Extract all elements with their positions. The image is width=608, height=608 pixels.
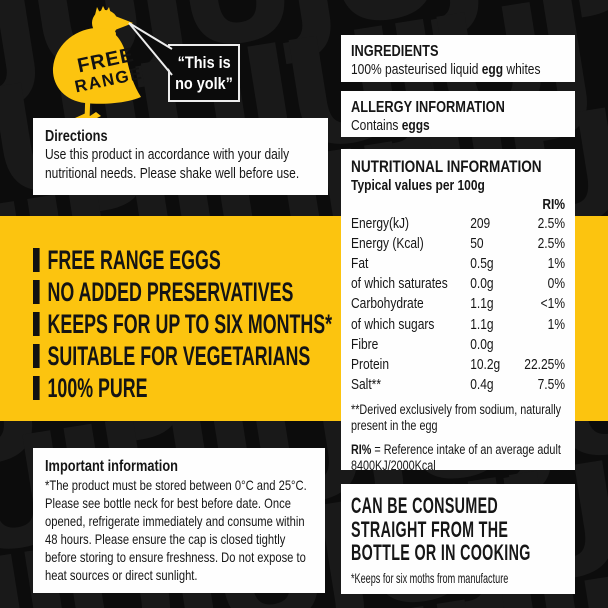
nutrition-row: of which saturates 0.0g 0% bbox=[351, 274, 565, 294]
consumption-heading-line: CAN BE CONSUMED bbox=[351, 493, 499, 518]
nutrient-value: 0.4g bbox=[470, 376, 494, 394]
ingredients-allergen: egg bbox=[481, 61, 504, 78]
nutrient-ri-percent: 2.5% bbox=[537, 214, 565, 232]
nutrient-value: 0.5g bbox=[470, 254, 494, 272]
nutrition-title: NUTRITIONAL INFORMATION bbox=[351, 157, 542, 176]
nutrition-row: Fat 0.5g 1% bbox=[351, 253, 565, 273]
nutrient-label: Fibre bbox=[351, 335, 379, 353]
nutrient-value: 0.0g bbox=[470, 335, 494, 353]
allergy-allergen: eggs bbox=[401, 117, 430, 134]
nutrient-label: Energy(kJ) bbox=[351, 214, 410, 232]
bullet-bar-icon bbox=[33, 280, 40, 304]
speech-bubble-line2: no yolk” bbox=[175, 74, 233, 93]
claim-item: KEEPS FOR UP TO SIX MONTHS* bbox=[33, 308, 332, 340]
claim-item: 100% PURE bbox=[33, 372, 332, 404]
nutrient-ri-percent: 0% bbox=[547, 275, 565, 293]
nutrition-subtitle: Typical values per 100g bbox=[351, 177, 485, 194]
nutrient-value: 1.1g bbox=[470, 315, 494, 333]
nutrition-row: Fibre 0.0g bbox=[351, 334, 565, 354]
allergy-text: Contains bbox=[351, 117, 402, 134]
sodium-footnote: **Derived exclusively from sodium, natur… bbox=[351, 401, 562, 434]
directions-body: Use this product in accordance with your… bbox=[45, 146, 300, 182]
bullet-bar-icon bbox=[33, 248, 40, 272]
nutrient-ri-percent: 22.25% bbox=[524, 355, 565, 373]
important-information-body: *The product must be stored between 0°C … bbox=[45, 477, 307, 583]
ingredients-text-suffix: whites bbox=[503, 61, 541, 78]
directions-box: Directions Use this product in accordanc… bbox=[33, 118, 328, 195]
ri-footnote-bold: RI% bbox=[351, 441, 372, 457]
consumption-heading: CAN BE CONSUMED STRAIGHT FROM THE BOTTLE… bbox=[351, 494, 565, 565]
consumption-heading-line: BOTTLE OR IN COOKING bbox=[351, 540, 531, 565]
allergy-title: ALLERGY INFORMATION bbox=[351, 99, 505, 116]
bullet-bar-icon bbox=[33, 344, 40, 368]
nutritional-information-box: NUTRITIONAL INFORMATION Typical values p… bbox=[341, 149, 575, 473]
bullet-bar-icon bbox=[33, 312, 40, 336]
claim-label: KEEPS FOR UP TO SIX MONTHS* bbox=[47, 308, 333, 339]
directions-title: Directions bbox=[45, 128, 108, 145]
claim-item: FREE RANGE EGGS bbox=[33, 244, 332, 276]
claim-label: 100% PURE bbox=[47, 372, 148, 403]
claim-label: FREE RANGE EGGS bbox=[47, 244, 221, 275]
nutrient-label: of which saturates bbox=[351, 275, 448, 293]
nutrition-row: Protein 10.2g 22.25% bbox=[351, 354, 565, 374]
nutrient-ri-percent: 1% bbox=[547, 315, 565, 333]
nutrition-row: of which sugars 1.1g 1% bbox=[351, 314, 565, 334]
claim-item: NO ADDED PRESERVATIVES bbox=[33, 276, 332, 308]
nutrition-row: Salt** 0.4g 7.5% bbox=[351, 375, 565, 395]
ingredients-title: INGREDIENTS bbox=[351, 43, 439, 60]
claim-item: SUITABLE FOR VEGETARIANS bbox=[33, 340, 332, 372]
nutrition-row: Energy (Kcal) 50 2.5% bbox=[351, 233, 565, 253]
nutrient-label: Carbohydrate bbox=[351, 295, 424, 313]
nutrient-ri-percent: 1% bbox=[547, 254, 565, 272]
nutrition-row: Carbohydrate 1.1g <1% bbox=[351, 294, 565, 314]
nutrient-value: 0.0g bbox=[470, 275, 494, 293]
consumption-heading-line: STRAIGHT FROM THE bbox=[351, 516, 509, 542]
nutrient-ri-percent: 7.5% bbox=[537, 376, 565, 394]
nutrient-value: 10.2g bbox=[470, 355, 501, 373]
nutrient-label: of which sugars bbox=[351, 315, 435, 333]
consumption-box: CAN BE CONSUMED STRAIGHT FROM THE BOTTLE… bbox=[341, 484, 575, 594]
nutrient-ri-percent: 2.5% bbox=[537, 234, 565, 252]
nutrient-label: Fat bbox=[351, 254, 369, 272]
bullet-bar-icon bbox=[33, 376, 40, 400]
nutrient-label: Energy (Kcal) bbox=[351, 234, 424, 252]
claim-label: NO ADDED PRESERVATIVES bbox=[47, 276, 294, 307]
ingredients-text: 100% pasteurised liquid bbox=[351, 61, 482, 78]
ri-footnote: RI% = Reference intake of an average adu… bbox=[351, 442, 565, 475]
speech-bubble: “This is no yolk” bbox=[168, 44, 240, 102]
nutrition-table: Energy(kJ) 209 2.5% Energy (Kcal) 50 2.5… bbox=[351, 213, 565, 395]
nutrient-value: 1.1g bbox=[470, 295, 494, 313]
free-range-chicken-badge: FREE RANGE bbox=[45, 6, 145, 126]
allergy-body: Contains eggs bbox=[351, 117, 565, 136]
nutrient-ri-percent: <1% bbox=[540, 295, 565, 313]
ingredients-body: 100% pasteurised liquid egg whites bbox=[351, 61, 565, 80]
nutrition-row: Energy(kJ) 209 2.5% bbox=[351, 213, 565, 233]
nutrient-label: Protein bbox=[351, 355, 390, 373]
important-information-title: Important information bbox=[45, 458, 178, 475]
claim-label: SUITABLE FOR VEGETARIANS bbox=[47, 340, 311, 371]
nutrient-label: Salt** bbox=[351, 376, 382, 394]
consumption-footnote: *Keeps for six moths from manufacture bbox=[351, 569, 509, 586]
claims-list: FREE RANGE EGGS NO ADDED PRESERVATIVES K… bbox=[33, 244, 332, 404]
ingredients-box: INGREDIENTS 100% pasteurised liquid egg … bbox=[341, 35, 575, 82]
allergy-information-box: ALLERGY INFORMATION Contains eggs bbox=[341, 91, 575, 137]
nutrient-value: 209 bbox=[470, 214, 491, 232]
speech-bubble-line1: “This is bbox=[177, 53, 231, 72]
important-information-box: Important information *The product must … bbox=[33, 448, 325, 593]
ri-footnote-rest: = Reference intake of an average adult 8… bbox=[351, 441, 561, 474]
nutrient-value: 50 bbox=[470, 234, 484, 252]
ri-column-header: RI% bbox=[542, 196, 565, 213]
